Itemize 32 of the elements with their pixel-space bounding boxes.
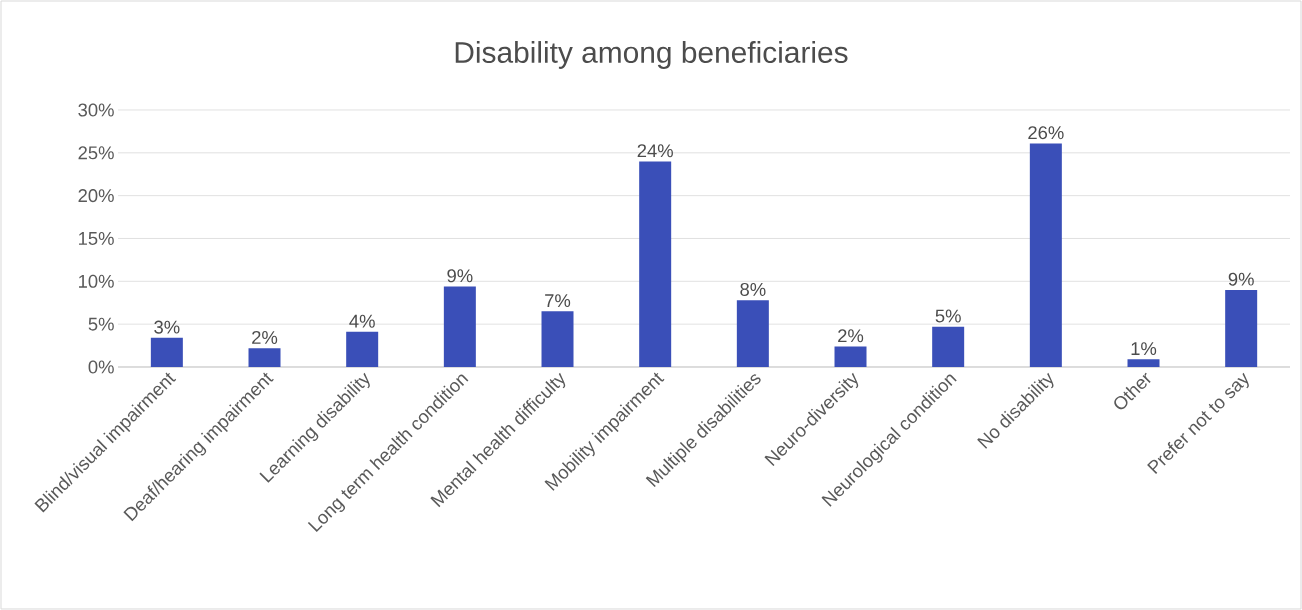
- chart-title: Disability among beneficiaries: [455, 41, 848, 69]
- data-label: 2%: [252, 330, 278, 344]
- bar: [1029, 143, 1062, 367]
- data-label: 9%: [447, 269, 473, 283]
- data-label: 4%: [349, 314, 375, 328]
- bar: [834, 346, 867, 367]
- data-label: 5%: [935, 309, 961, 323]
- y-tick-label: 20%: [78, 189, 114, 203]
- bar: [1225, 289, 1258, 367]
- y-tick-label: 30%: [78, 103, 114, 117]
- bar: [1127, 359, 1160, 367]
- bar: [248, 348, 281, 367]
- bar: [932, 326, 965, 367]
- data-label: 24%: [637, 144, 673, 158]
- data-label: 7%: [545, 294, 571, 308]
- y-tick-label: 0%: [88, 360, 114, 374]
- data-label: 9%: [1228, 272, 1254, 286]
- bar: [443, 286, 476, 367]
- data-label: 3%: [154, 320, 180, 334]
- y-tick-label: 5%: [88, 317, 114, 331]
- bar: [736, 300, 769, 367]
- y-tick-label: 25%: [78, 146, 114, 160]
- bar: [346, 331, 379, 367]
- bar: [541, 311, 574, 367]
- bar: [150, 337, 183, 367]
- bar: [639, 161, 672, 367]
- y-tick-label: 10%: [79, 274, 114, 288]
- data-label: 1%: [1131, 342, 1157, 356]
- y-tick-label: 15%: [79, 231, 114, 245]
- data-label: 8%: [740, 282, 766, 296]
- data-label: 2%: [838, 329, 864, 343]
- data-label: 26%: [1028, 126, 1064, 140]
